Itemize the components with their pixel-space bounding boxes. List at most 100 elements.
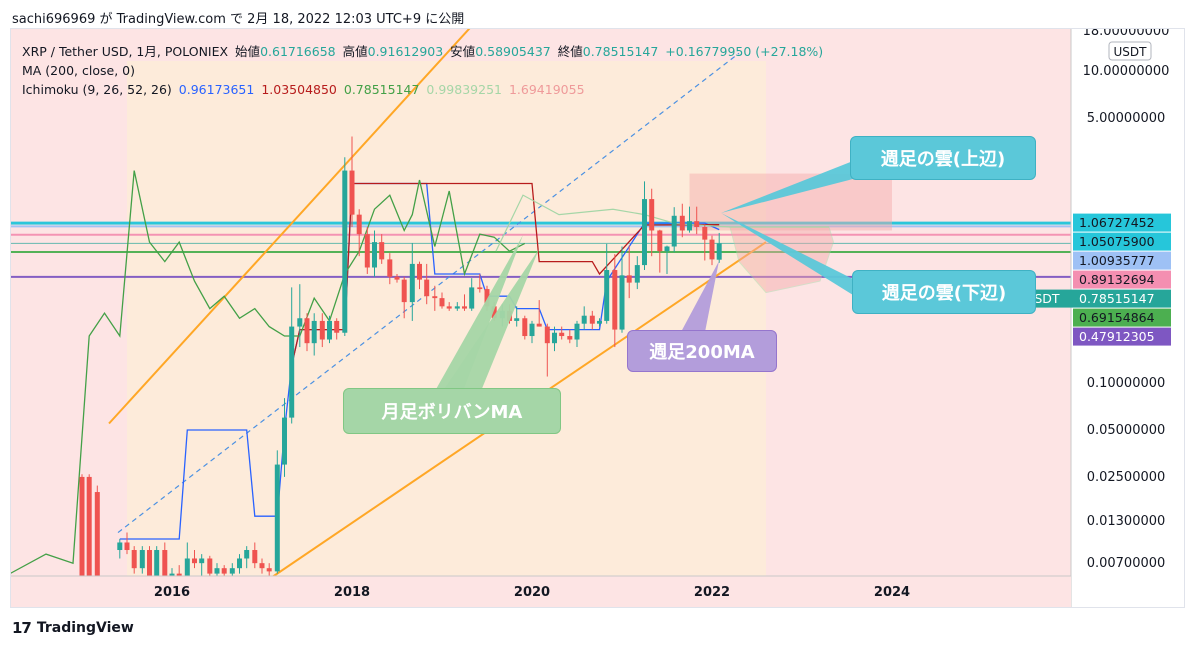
candle-23 [259, 558, 265, 574]
chart-legend: XRP / Tether USD, 1月, POLONIEX 始値0.61716… [22, 42, 823, 99]
candle-body [221, 568, 227, 574]
candle-body [86, 476, 92, 602]
callout-weekly-cloud-bottom: 週足の雲(下辺) [852, 270, 1036, 314]
pointer-bb-ma-2 [443, 249, 539, 391]
price-tick: 18.00000000 [1083, 29, 1170, 39]
legend-ichimoku-value-5: 1.69419055 [508, 82, 585, 97]
level-label-bg [1073, 251, 1171, 270]
candle-body [536, 323, 542, 327]
candle-body [574, 323, 580, 340]
candle-16 [207, 555, 213, 576]
candle-45 [424, 263, 430, 305]
candle-body [409, 263, 415, 303]
candle-35 [349, 136, 355, 227]
candle-20 [237, 554, 242, 574]
level-label-value: 0.89132694 [1079, 272, 1155, 287]
candle-5 [124, 532, 130, 555]
legend-low-label: 安値 [450, 44, 476, 59]
candle-body [131, 550, 137, 569]
publish-byline: sachi696969 が TradingView.com で 2月 18, 2… [12, 12, 465, 27]
candle-84 [716, 232, 722, 263]
candle-70 [612, 254, 618, 348]
candle-body [716, 243, 722, 260]
candle-34 [342, 157, 348, 337]
candle-9 [154, 546, 160, 580]
candle-body [589, 315, 595, 324]
candle-29 [304, 313, 310, 352]
level-label-7: 0.47912305 [1073, 327, 1171, 346]
legend-symbol: XRP / Tether USD, 1月, POLONIEX [22, 44, 229, 59]
candle-80 [687, 206, 692, 233]
candle-60 [536, 300, 542, 327]
legend-ichimoku-row: Ichimoku (9, 26, 52, 26) 0.96173651 1.03… [22, 80, 823, 99]
candle-body [491, 306, 497, 319]
candle-body [289, 326, 295, 418]
ichimoku-cloud [689, 173, 892, 294]
candle-46 [432, 285, 438, 311]
candle-body [327, 320, 332, 340]
range-shade [127, 61, 766, 576]
candle-body [244, 550, 250, 559]
candle-body [342, 170, 348, 333]
footer-brand[interactable]: 17 TradingView [12, 619, 134, 637]
candle-body [477, 287, 483, 290]
price-chart[interactable]: 18.0000000010.000000005.000000000.200000… [11, 29, 1185, 608]
candle-6 [131, 546, 137, 574]
candle-50 [462, 294, 467, 311]
candle-body [604, 270, 610, 321]
candle-42 [401, 276, 407, 319]
candle-15 [199, 554, 205, 576]
candle-body [559, 332, 565, 337]
candle-body [454, 306, 460, 309]
candle-body [387, 259, 393, 277]
candle-body [297, 318, 303, 327]
candle-body [237, 558, 242, 569]
candle-body [117, 542, 123, 551]
candle-body [552, 332, 557, 344]
candle-28 [297, 284, 303, 348]
level-label-bg [1073, 308, 1171, 327]
candle-63 [559, 326, 565, 340]
candle-57 [514, 306, 520, 327]
level-label-value: 1.06727452 [1079, 215, 1155, 230]
candle-4 [117, 539, 123, 559]
candle-41 [394, 273, 400, 283]
legend-change: +0.16779950 (+27.18%) [665, 44, 824, 59]
candle-body [124, 542, 130, 551]
legend-close: 0.78515147 [582, 44, 659, 59]
pointer-ma200 [681, 261, 719, 332]
cloud-upper-block [689, 173, 892, 231]
candle-64 [567, 329, 573, 344]
channel-upper-line [108, 29, 471, 425]
level-label-value: 0.78515147 [1079, 291, 1155, 306]
level-label-value: 0.69154864 [1079, 310, 1155, 325]
legend-open: 0.61716658 [260, 44, 336, 59]
candle-25 [274, 450, 280, 574]
candle-body [379, 242, 385, 260]
time-tick-2024: 2024 [874, 585, 910, 600]
time-tick-2016: 2016 [154, 585, 190, 600]
candle-62 [552, 326, 557, 352]
level-label-2: 1.05075900 [1073, 232, 1171, 251]
candle-68 [597, 318, 602, 327]
candle-51 [469, 278, 475, 311]
candle-body [522, 318, 528, 337]
footer-brand-label: TradingView [36, 620, 134, 636]
legend-high-label: 高値 [342, 44, 368, 59]
candle-body [356, 214, 362, 235]
candle-body [311, 320, 317, 344]
chart-area[interactable]: 18.0000000010.000000005.000000000.200000… [10, 28, 1185, 608]
candle-body [709, 239, 715, 260]
pointer-cloud-bottom [721, 213, 853, 295]
candle-body [634, 265, 640, 283]
candle-61 [544, 323, 550, 377]
candle-body [162, 550, 168, 580]
candle-36 [356, 209, 362, 257]
candle-31 [319, 313, 325, 348]
candle-body [372, 242, 377, 268]
candle-body [214, 568, 220, 574]
price-tick: 0.02500000 [1087, 470, 1166, 485]
level-label-bg [1073, 213, 1171, 232]
tradingview-logo-icon: 17 [12, 619, 32, 637]
price-tick: 5.00000000 [1087, 111, 1166, 126]
